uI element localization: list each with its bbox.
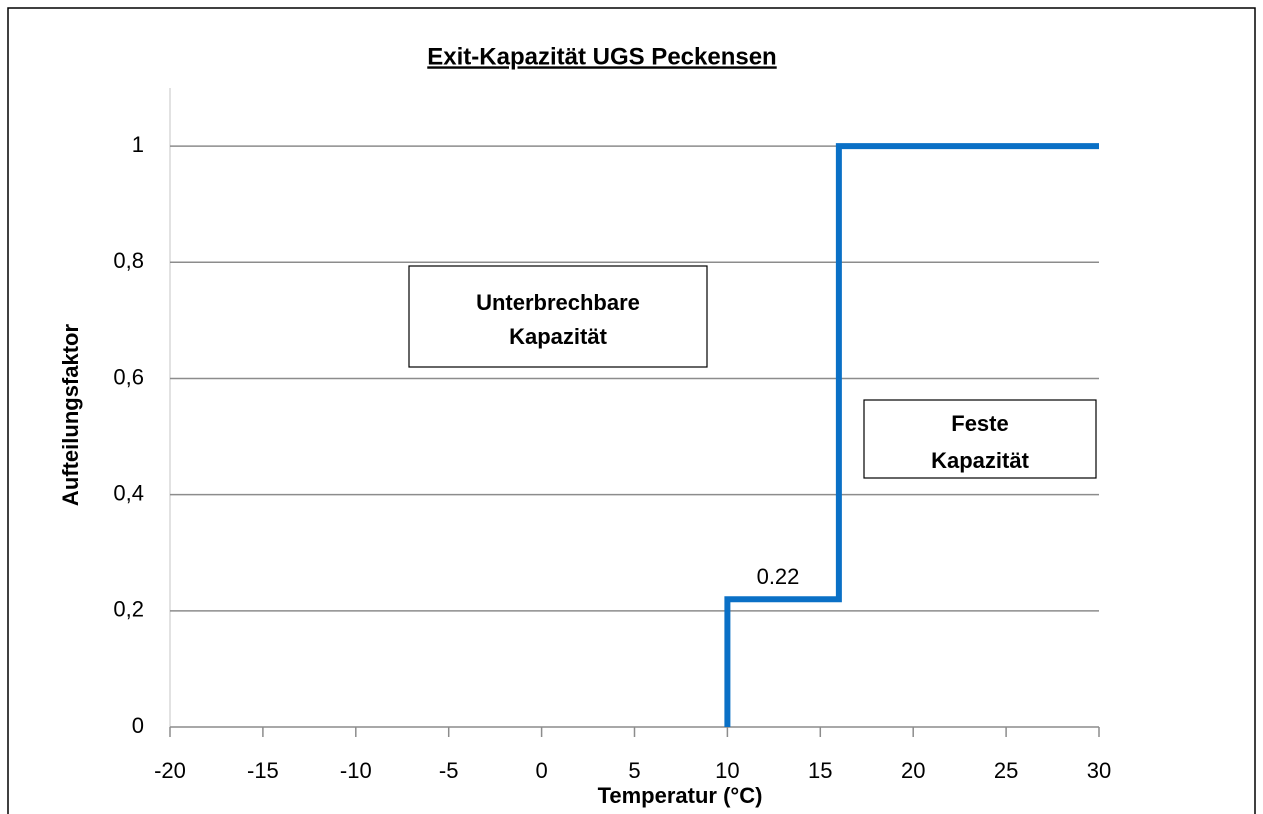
annotation-text: Unterbrechbare xyxy=(476,290,640,315)
annotation-box xyxy=(863,399,1097,479)
x-tick-label: 30 xyxy=(1087,758,1111,783)
y-tick-label: 0,4 xyxy=(113,480,144,505)
chart-frame xyxy=(7,7,1256,814)
x-tick-label: -5 xyxy=(439,758,459,783)
x-tick-label: 10 xyxy=(715,758,739,783)
x-tick-label: 0 xyxy=(535,758,547,783)
y-axis-label: Aufteilungsfaktor xyxy=(58,324,83,507)
annotation-text: Kapazität xyxy=(931,448,1029,473)
y-tick-label: 0,8 xyxy=(113,248,144,273)
y-tick-label: 0,2 xyxy=(113,597,144,622)
x-tick-label: -10 xyxy=(340,758,372,783)
x-tick-label: 15 xyxy=(808,758,832,783)
step-line xyxy=(724,143,1099,727)
x-tick-label: 20 xyxy=(901,758,925,783)
y-tick-label: 1 xyxy=(132,132,144,157)
data-label: 0.22 xyxy=(757,564,800,589)
x-axis-label: Temperatur (°C) xyxy=(598,783,763,808)
annotation-text: Kapazität xyxy=(509,324,607,349)
y-tick-label: 0 xyxy=(132,713,144,738)
chart-title: Exit-Kapazität UGS Peckensen xyxy=(427,43,776,70)
annotation-box xyxy=(408,265,708,368)
x-tick-label: -20 xyxy=(154,758,186,783)
y-tick-label: 0,6 xyxy=(113,364,144,389)
x-tick-label: -15 xyxy=(247,758,279,783)
x-tick-label: 5 xyxy=(628,758,640,783)
annotation-text: Feste xyxy=(951,411,1008,436)
x-tick-label: 25 xyxy=(994,758,1018,783)
